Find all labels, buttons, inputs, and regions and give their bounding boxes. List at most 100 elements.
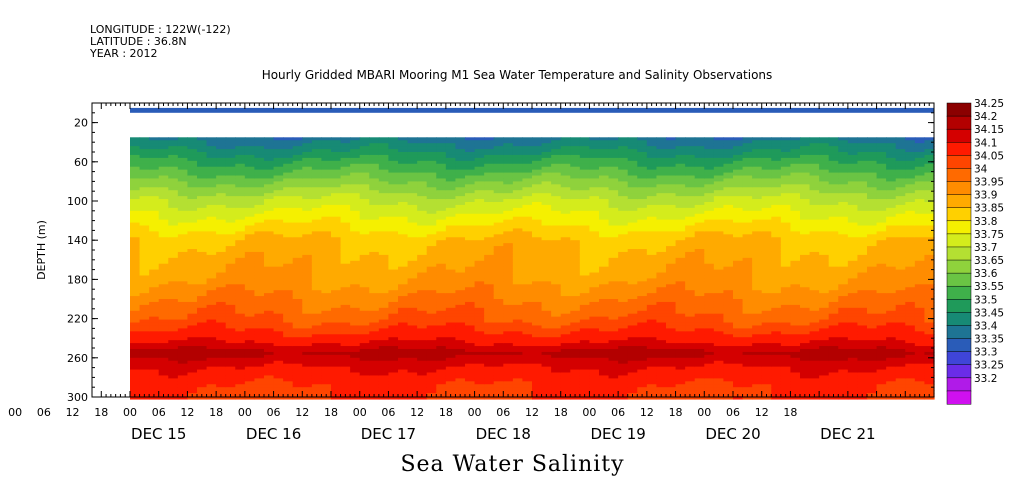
salinity-cell xyxy=(321,272,332,277)
salinity-cell xyxy=(465,193,476,197)
salinity-cell xyxy=(579,160,591,165)
salinity-cell xyxy=(378,140,390,144)
salinity-cell xyxy=(187,366,198,371)
salinity-cell xyxy=(311,331,323,335)
salinity-cell xyxy=(398,375,409,379)
salinity-cell xyxy=(302,257,313,262)
salinity-cell xyxy=(445,299,457,303)
salinity-cell xyxy=(197,146,208,150)
salinity-cell xyxy=(378,152,390,156)
salinity-cell xyxy=(206,257,217,262)
salinity-cell xyxy=(340,369,351,374)
salinity-cell xyxy=(426,375,437,379)
salinity-cell xyxy=(197,260,208,265)
salinity-cell xyxy=(331,290,342,294)
salinity-cell xyxy=(302,169,313,174)
salinity-cell xyxy=(311,372,323,377)
salinity-cell xyxy=(283,240,294,244)
salinity-cell xyxy=(646,234,658,238)
salinity-cell xyxy=(340,387,351,391)
salinity-cell xyxy=(637,152,648,156)
salinity-cell xyxy=(283,219,294,224)
salinity-cell xyxy=(130,351,141,356)
salinity-cell xyxy=(187,357,198,362)
salinity-cell xyxy=(235,269,246,274)
salinity-cell xyxy=(656,187,667,191)
salinity-cell xyxy=(474,331,485,335)
salinity-cell xyxy=(417,263,428,268)
salinity-cell xyxy=(398,187,409,191)
salinity-cell xyxy=(139,334,150,338)
salinity-cell xyxy=(321,163,332,168)
salinity-cell xyxy=(235,340,246,344)
salinity-cell xyxy=(589,196,600,200)
salinity-cell xyxy=(656,278,667,282)
salinity-cell xyxy=(570,152,581,156)
salinity-cell xyxy=(149,340,160,344)
salinity-cell xyxy=(321,190,332,194)
salinity-cell xyxy=(541,281,552,285)
salinity-cell xyxy=(512,163,524,168)
salinity-cell xyxy=(158,343,169,347)
salinity-cell xyxy=(417,366,428,371)
salinity-cell xyxy=(264,278,275,282)
salinity-cell xyxy=(417,260,428,265)
salinity-cell xyxy=(130,213,141,218)
salinity-cell xyxy=(235,137,246,141)
salinity-cell xyxy=(273,234,284,238)
salinity-cell xyxy=(216,249,227,253)
salinity-cell xyxy=(340,340,351,344)
salinity-cell xyxy=(292,328,303,332)
salinity-cell xyxy=(618,357,629,362)
salinity-cell xyxy=(244,301,256,306)
salinity-cell xyxy=(637,272,648,277)
salinity-cell xyxy=(589,249,600,253)
salinity-cell xyxy=(177,246,189,250)
salinity-cell xyxy=(139,184,150,188)
salinity-cell xyxy=(388,328,399,332)
salinity-cell xyxy=(474,251,485,256)
salinity-cell xyxy=(541,178,552,182)
salinity-cell xyxy=(273,146,284,150)
salinity-cell xyxy=(465,149,476,153)
salinity-cell xyxy=(139,269,150,274)
salinity-cell xyxy=(455,396,466,400)
salinity-cell xyxy=(627,140,638,144)
salinity-cell xyxy=(646,169,658,174)
salinity-cell xyxy=(426,152,437,156)
salinity-cell xyxy=(292,199,303,203)
salinity-cell xyxy=(436,384,447,388)
salinity-cell xyxy=(398,169,409,174)
salinity-cell xyxy=(436,387,447,391)
salinity-cell xyxy=(398,251,409,256)
salinity-cell xyxy=(139,272,150,277)
salinity-cell xyxy=(130,225,141,230)
salinity-cell xyxy=(608,354,619,359)
salinity-cell xyxy=(378,346,390,350)
salinity-cell xyxy=(656,331,667,335)
salinity-cell xyxy=(560,187,571,191)
salinity-cell xyxy=(168,307,179,312)
salinity-cell xyxy=(216,381,227,385)
salinity-cell xyxy=(340,316,351,321)
salinity-cell xyxy=(436,366,447,371)
salinity-cell xyxy=(579,140,591,144)
salinity-cell xyxy=(283,246,294,250)
salinity-cell xyxy=(503,396,514,400)
salinity-cell xyxy=(646,228,658,232)
salinity-cell xyxy=(292,187,303,191)
salinity-cell xyxy=(551,263,562,268)
salinity-cell xyxy=(321,169,332,174)
salinity-cell xyxy=(378,331,390,335)
salinity-cell xyxy=(656,284,667,288)
salinity-cell xyxy=(637,396,648,400)
salinity-cell xyxy=(465,304,476,309)
salinity-cell xyxy=(235,360,246,365)
salinity-cell xyxy=(532,207,543,212)
salinity-cell xyxy=(599,169,610,174)
salinity-cell xyxy=(158,163,169,168)
salinity-cell xyxy=(340,199,351,203)
salinity-cell xyxy=(417,269,428,274)
salinity-cell xyxy=(407,284,418,288)
salinity-cell xyxy=(130,210,141,215)
